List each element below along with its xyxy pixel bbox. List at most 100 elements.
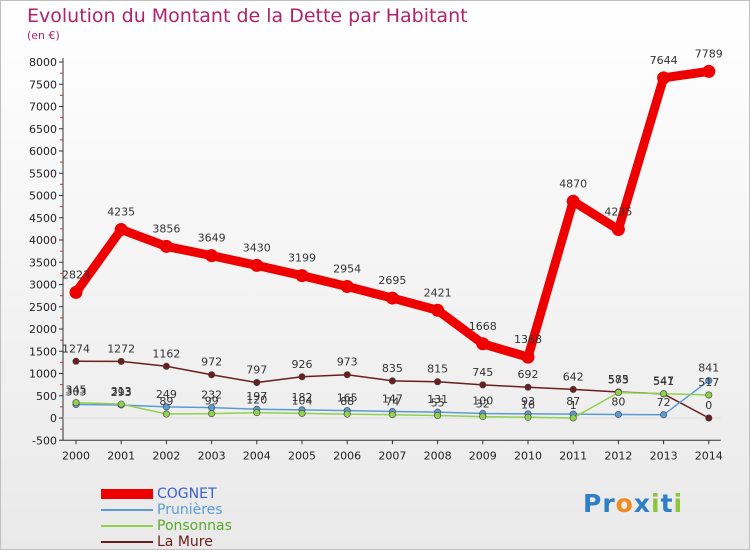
data-label: 345 bbox=[66, 384, 87, 397]
data-label: 517 bbox=[698, 376, 719, 389]
data-label: 2954 bbox=[333, 263, 361, 276]
data-label: 99 bbox=[205, 395, 219, 408]
data-point bbox=[343, 371, 351, 379]
y-tick-label: 5500 bbox=[29, 167, 57, 180]
data-label: 89 bbox=[159, 395, 173, 408]
logo-letter: i bbox=[673, 489, 684, 518]
data-point bbox=[614, 410, 622, 418]
x-tick-label: 2007 bbox=[378, 449, 406, 462]
x-tick-label: 2012 bbox=[604, 449, 632, 462]
data-point bbox=[388, 411, 396, 419]
legend-label: Ponsonnas bbox=[157, 518, 232, 534]
data-label: 88 bbox=[340, 395, 354, 408]
data-label: 93 bbox=[521, 395, 535, 408]
data-point bbox=[431, 303, 445, 317]
legend-label: COGNET bbox=[157, 486, 217, 502]
data-label: 104 bbox=[292, 394, 313, 407]
data-label: 835 bbox=[382, 362, 403, 375]
data-point bbox=[295, 269, 309, 283]
data-point bbox=[159, 239, 173, 253]
data-point bbox=[205, 249, 219, 263]
data-label: 1162 bbox=[152, 347, 180, 360]
data-point bbox=[208, 371, 216, 379]
logo-letter: i bbox=[651, 489, 661, 518]
data-label: 74 bbox=[385, 396, 399, 409]
legend-item: COGNET bbox=[101, 486, 301, 502]
data-point bbox=[162, 410, 170, 418]
data-label: 797 bbox=[246, 364, 267, 377]
data-point bbox=[162, 403, 170, 411]
legend-item: Prunières bbox=[101, 502, 301, 518]
data-label: 87 bbox=[566, 395, 580, 408]
data-label: 313 bbox=[111, 385, 132, 398]
data-label: 4235 bbox=[604, 206, 632, 219]
data-point bbox=[117, 357, 125, 365]
data-label: 293 bbox=[111, 386, 132, 399]
data-label: 182 bbox=[292, 391, 313, 404]
data-point bbox=[569, 385, 577, 393]
x-tick-label: 2014 bbox=[695, 449, 723, 462]
data-label: 3430 bbox=[243, 241, 271, 254]
y-tick-label: 3500 bbox=[29, 256, 57, 269]
x-tick-label: 2001 bbox=[107, 449, 135, 462]
data-point bbox=[250, 258, 264, 272]
data-label: 1272 bbox=[107, 342, 135, 355]
legend-swatch bbox=[101, 489, 153, 499]
data-label: 841 bbox=[698, 362, 719, 375]
y-tick-label: 1000 bbox=[29, 368, 57, 381]
logo-letter: P bbox=[583, 489, 603, 518]
y-tick-label: 6000 bbox=[29, 145, 57, 158]
data-point bbox=[434, 412, 442, 420]
x-tick-label: 2010 bbox=[514, 449, 542, 462]
legend-swatch bbox=[101, 541, 153, 543]
data-point bbox=[114, 223, 128, 237]
data-label: 80 bbox=[611, 395, 625, 408]
data-label: 1368 bbox=[514, 333, 542, 346]
data-label: 1668 bbox=[469, 320, 497, 333]
x-tick-label: 2013 bbox=[650, 449, 678, 462]
proxiti-logo: Proxiti bbox=[583, 489, 683, 518]
data-label: 3199 bbox=[288, 252, 316, 265]
data-label: 815 bbox=[427, 363, 448, 376]
data-point bbox=[660, 411, 668, 419]
data-label: 3856 bbox=[152, 222, 180, 235]
data-label: 2695 bbox=[378, 274, 406, 287]
data-label: 131 bbox=[427, 393, 448, 406]
x-tick-label: 2008 bbox=[424, 449, 452, 462]
data-point bbox=[521, 350, 535, 364]
legend: COGNET Prunières Ponsonnas La Mure bbox=[101, 486, 301, 550]
chart-title: Evolution du Montant de la Dette par Hab… bbox=[27, 5, 468, 27]
y-tick-label: -500 bbox=[32, 434, 57, 447]
data-label: 100 bbox=[472, 395, 493, 408]
y-tick-label: 3000 bbox=[29, 279, 57, 292]
data-label: 72 bbox=[657, 396, 671, 409]
y-tick-label: 0 bbox=[50, 412, 57, 425]
x-tick-label: 2006 bbox=[333, 449, 361, 462]
data-point bbox=[479, 413, 487, 421]
data-label: 147 bbox=[382, 392, 403, 405]
x-tick-label: 2011 bbox=[559, 449, 587, 462]
data-label: 642 bbox=[563, 370, 584, 383]
data-label: 926 bbox=[292, 358, 313, 371]
data-point bbox=[208, 410, 216, 418]
legend-label: La Mure bbox=[157, 534, 213, 550]
data-point bbox=[253, 379, 261, 387]
data-label: 232 bbox=[201, 389, 222, 402]
data-label: 3649 bbox=[198, 232, 226, 245]
data-point bbox=[657, 71, 671, 85]
data-label: 585 bbox=[608, 373, 629, 386]
data-point bbox=[614, 389, 622, 397]
x-tick-label: 2000 bbox=[62, 449, 90, 462]
data-point bbox=[340, 280, 354, 294]
y-tick-label: 6500 bbox=[29, 123, 57, 136]
data-label: 165 bbox=[337, 392, 358, 405]
data-label: 249 bbox=[156, 388, 177, 401]
legend-item: Ponsonnas bbox=[101, 518, 301, 534]
y-tick-label: 7000 bbox=[29, 101, 57, 114]
y-tick-label: 4500 bbox=[29, 212, 57, 225]
data-point bbox=[72, 357, 80, 365]
data-point bbox=[298, 373, 306, 381]
chart-unit: (en €) bbox=[27, 29, 60, 42]
y-tick-label: 5000 bbox=[29, 190, 57, 203]
data-point bbox=[69, 285, 83, 299]
